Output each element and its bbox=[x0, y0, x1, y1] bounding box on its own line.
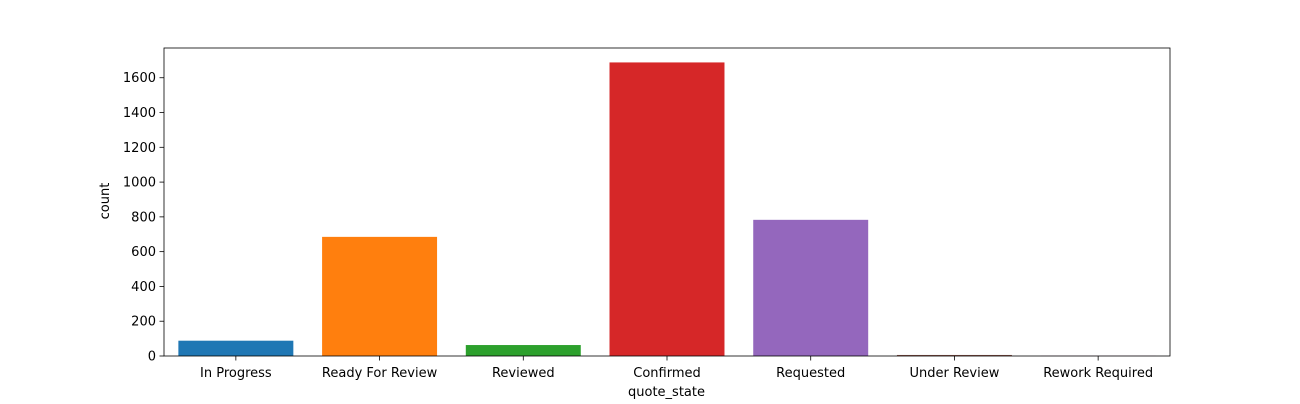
bar-ready-for-review bbox=[322, 237, 437, 356]
x-tick-label: Ready For Review bbox=[322, 366, 438, 381]
y-tick-label: 1000 bbox=[123, 176, 156, 191]
y-axis-label: count bbox=[98, 183, 113, 220]
x-tick-label: Rework Required bbox=[1043, 366, 1153, 381]
x-tick-label: Reviewed bbox=[492, 366, 555, 381]
y-tick-label: 1400 bbox=[123, 106, 156, 121]
bar-confirmed bbox=[610, 62, 725, 356]
x-tick-label: Under Review bbox=[909, 366, 999, 381]
y-tick-label: 1600 bbox=[123, 71, 156, 86]
bar-in-progress bbox=[178, 341, 293, 356]
bar-reviewed bbox=[466, 345, 581, 356]
bars-layer bbox=[178, 62, 1155, 356]
y-tick-label: 800 bbox=[131, 210, 156, 225]
y-tick-label: 200 bbox=[131, 315, 156, 330]
x-tick-label: In Progress bbox=[200, 366, 272, 381]
y-tick-label: 600 bbox=[131, 245, 156, 260]
bar-requested bbox=[753, 220, 868, 356]
y-tick-label: 400 bbox=[131, 280, 156, 295]
y-tick-label: 1200 bbox=[123, 141, 156, 156]
y-tick-label: 0 bbox=[148, 350, 156, 365]
x-axis-label: quote_state bbox=[628, 385, 705, 400]
x-tick-label: Confirmed bbox=[633, 366, 701, 381]
x-tick-label: Requested bbox=[776, 366, 845, 381]
